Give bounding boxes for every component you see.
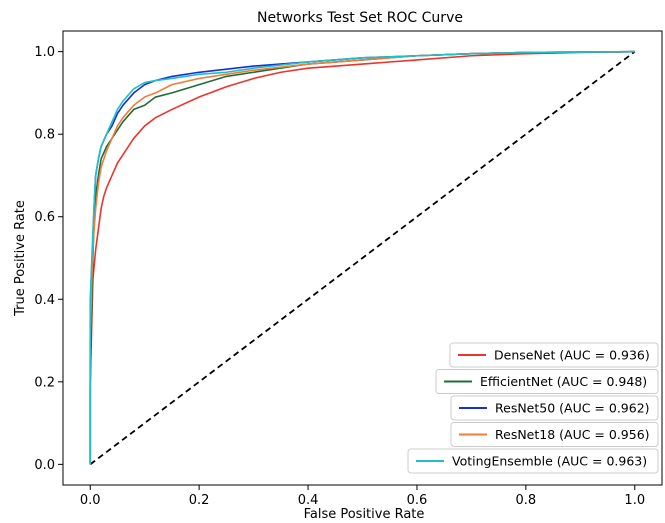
legend-label-0: DenseNet (AUC = 0.936): [494, 348, 650, 363]
x-tick-label-0: 0.0: [80, 493, 101, 508]
plot-area: 0.0 0.2 0.4 0.6 0.8 1.0 0.0 0.2 0.4 0.6 0.8 1.0: [34, 30, 663, 508]
y-axis-label: True Positive Rate: [13, 200, 28, 317]
legend: DenseNet (AUC = 0.936) EfficientNet (AUC …: [407, 342, 659, 474]
legend-box-1: [435, 369, 659, 394]
legend-label-1: EfficientNet (AUC = 0.948): [480, 374, 647, 389]
y-tick-label-3: 0.6: [34, 210, 55, 225]
y-tick-label-2: 0.4: [34, 293, 55, 308]
legend-box-4: [407, 448, 659, 474]
y-tick-label-5: 1.0: [34, 45, 55, 60]
x-tick-label-2: 0.4: [298, 493, 319, 508]
chart-title: Networks Test Set ROC Curve: [257, 10, 463, 26]
x-tick-label-4: 0.8: [516, 493, 537, 508]
x-tick-label-1: 0.2: [189, 493, 210, 508]
series-line-0: [89, 50, 635, 465]
legend-label-2: ResNet50 (AUC = 0.962): [495, 401, 650, 416]
legend-box-2: [450, 395, 659, 421]
chance-baseline-line: [89, 50, 636, 466]
x-axis-label: False Positive Rate: [304, 507, 425, 522]
legend-label-4: VotingEnsemble (AUC = 0.963): [452, 454, 647, 469]
legend-box-3: [450, 422, 659, 447]
plot-frame: [62, 30, 663, 486]
legend-box-0: [449, 342, 659, 368]
legend-label-3: ResNet18 (AUC = 0.956): [495, 427, 650, 442]
x-tick-label-3: 0.6: [407, 493, 428, 508]
y-tick-label-0: 0.0: [34, 458, 55, 473]
y-tick-label-1: 0.2: [34, 375, 55, 390]
x-tick-label-5: 1.0: [624, 493, 645, 508]
series-line-4: [89, 50, 635, 465]
y-tick-label-4: 0.8: [34, 128, 55, 143]
